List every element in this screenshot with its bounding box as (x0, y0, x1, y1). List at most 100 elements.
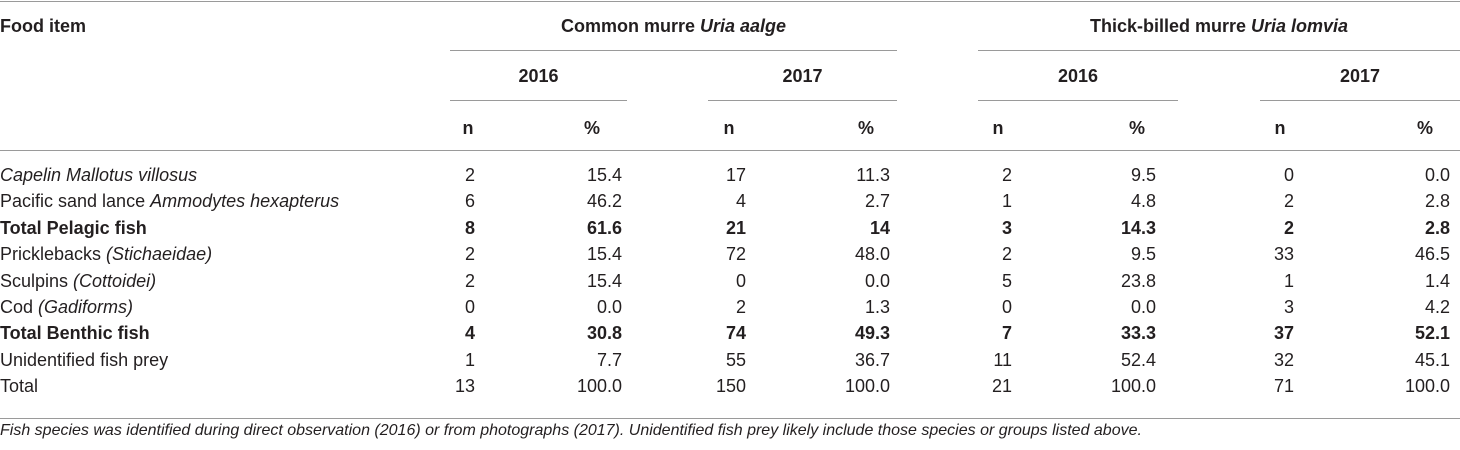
table-cell: 52.4 (1120, 349, 1156, 370)
table-cell: 15.4 (586, 165, 622, 185)
table-cell: 100.0 (576, 376, 622, 397)
table-cell: 5 (1001, 270, 1012, 291)
table-cell: 23.8 (1120, 270, 1156, 291)
table-bottom-rule (0, 418, 1460, 419)
table-cell: 2 (464, 270, 475, 291)
table-cell: 1 (1001, 191, 1012, 212)
table-cell: 0.0 (1130, 297, 1156, 317)
pct-header: % (857, 118, 874, 138)
table-cell: 3 (1001, 217, 1012, 238)
table-cell: 2.8 (1424, 191, 1450, 212)
table-cell: 4.8 (1130, 191, 1156, 212)
table-row-label: Total (0, 376, 39, 397)
table-row-label: Total Pelagic fish (0, 217, 147, 238)
year-header: 2017 (782, 66, 823, 86)
table-row-label: Pricklebacks (Stichaeidae) (0, 244, 213, 265)
table-cell: 33 (1273, 244, 1294, 265)
table-cell: 0 (735, 270, 746, 291)
table-cell: 32 (1273, 349, 1294, 370)
table-cell: 150 (715, 376, 746, 397)
year-header: 2016 (518, 66, 559, 86)
year-rule-3 (978, 100, 1178, 101)
table-row-label: Pacific sand lance Ammodytes hexapterus (0, 191, 340, 212)
table-cell: 0.0 (1424, 165, 1450, 185)
pct-header: % (1128, 118, 1145, 138)
table-cell: 2 (1001, 165, 1012, 185)
table-cell: 1 (1283, 270, 1294, 291)
table-row-label: Sculpins (Cottoidei) (0, 270, 157, 291)
table-row-label: Unidentified fish prey (0, 349, 169, 370)
table-cell: 2 (464, 165, 475, 185)
table-row-label: Cod (Gadiforms) (0, 297, 134, 317)
table-cell: 0.0 (596, 297, 622, 317)
year-rule-4 (1260, 100, 1460, 101)
year-rule-1 (450, 100, 627, 101)
table-cell: 2 (735, 297, 746, 317)
year-header: 2017 (1339, 66, 1381, 86)
table-cell: 45.1 (1414, 349, 1450, 370)
n-header: n (992, 118, 1004, 138)
table-cell: 0 (1283, 165, 1294, 185)
table-cell: 0.0 (864, 270, 890, 291)
table-row-label: Total Benthic fish (0, 323, 150, 344)
table-cell: 72 (725, 244, 746, 265)
group-header-common: Common murre Uria aalge (560, 16, 787, 36)
pct-header: % (1416, 118, 1433, 138)
table-cell: 2 (464, 244, 475, 265)
table-cell: 6 (464, 191, 475, 212)
table-cell: 71 (1273, 376, 1294, 397)
table-cell: 3 (1283, 297, 1294, 317)
table-cell: 100.0 (844, 376, 890, 397)
year-header: 2016 (1057, 66, 1099, 86)
n-header: n (1274, 118, 1286, 138)
table-cell: 0 (1001, 297, 1012, 317)
table-cell: 11.3 (856, 165, 890, 185)
table-cell: 49.3 (854, 323, 890, 344)
table-cell: 1.3 (864, 297, 890, 317)
group-rule-thick (978, 50, 1460, 51)
n-header: n (723, 118, 735, 138)
table-cell: 4 (464, 323, 475, 344)
group-rule-common (450, 50, 897, 51)
year-rule-2 (708, 100, 897, 101)
table-cell: 9.5 (1130, 244, 1156, 265)
n-header: n (462, 118, 474, 138)
table-cell: 14 (869, 217, 890, 238)
table-cell: 1.4 (1424, 270, 1450, 291)
table-cell: 2 (1001, 244, 1012, 265)
table-cell: 4 (735, 191, 746, 212)
table-cell: 100.0 (1110, 376, 1156, 397)
table-cell: 55 (725, 349, 746, 370)
table-cell: 61.6 (586, 217, 622, 238)
table-cell: 8 (464, 217, 475, 238)
table-cell: 46.5 (1414, 244, 1450, 265)
table-cell: 4.2 (1424, 297, 1450, 317)
table-cell: 52.1 (1414, 323, 1450, 344)
table-cell: 17 (725, 165, 746, 185)
table-cell: 30.8 (586, 323, 622, 344)
pct-header: % (583, 118, 600, 138)
table-cell: 46.2 (586, 191, 622, 212)
table-cell: 21 (725, 217, 746, 238)
table-cell: 36.7 (854, 349, 890, 370)
table-cell: 2.7 (864, 191, 890, 212)
food-item-header: Food item (0, 16, 86, 36)
table-cell: 7.7 (596, 349, 622, 370)
table-cell: 11 (993, 349, 1012, 370)
table-cell: 21 (991, 376, 1012, 397)
table-cell: 100.0 (1404, 376, 1450, 397)
top-rule (0, 1, 1460, 2)
table-cell: 14.3 (1120, 217, 1156, 238)
table-cell: 37 (1273, 323, 1294, 344)
table-cell: 2 (1283, 217, 1294, 238)
table-cell: 7 (1001, 323, 1012, 344)
table-cell: 0 (464, 297, 475, 317)
table-cell: 1 (464, 349, 475, 370)
table-row-label: Capelin Mallotus villosus (0, 165, 198, 185)
header-bottom-rule (0, 150, 1460, 151)
table-cell: 13 (454, 376, 475, 397)
group-header-thick: Thick-billed murre Uria lomvia (1089, 16, 1349, 36)
table-cell: 33.3 (1120, 323, 1156, 344)
table-cell: 9.5 (1130, 165, 1156, 185)
table-footnote: Fish species was identified during direc… (0, 422, 1142, 439)
